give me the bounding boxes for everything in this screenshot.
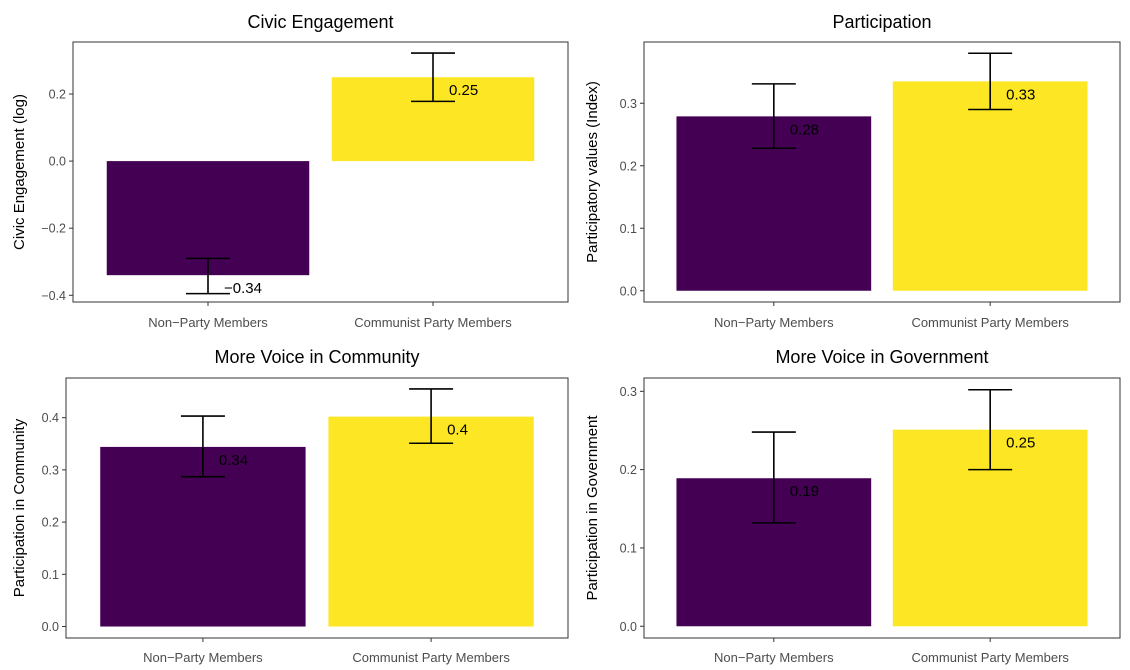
y-tick-label: 0.3 (42, 463, 59, 477)
x-tick-label: Non−Party Members (714, 315, 834, 330)
y-tick-label: −0.4 (41, 289, 66, 303)
bar-communist-party (892, 81, 1088, 291)
x-tick-label: Communist Party Members (352, 650, 510, 665)
panel-border (643, 41, 1121, 303)
chart-title: More Voice in Government (775, 347, 988, 367)
data-label: 0.33 (1006, 86, 1035, 103)
y-axis-label: Participation in Government (584, 415, 601, 601)
panel-border (643, 377, 1121, 639)
y-tick-label: 0.0 (42, 620, 59, 634)
y-tick-label: 0.0 (620, 620, 637, 634)
data-label: 0.34 (219, 452, 248, 469)
y-tick-label: 0.3 (620, 385, 637, 399)
y-axis-label: Participation in Community (11, 418, 28, 597)
y-tick-label: 0.1 (620, 541, 637, 555)
x-tick-label: Communist Party Members (911, 650, 1069, 665)
x-tick-label: Non−Party Members (143, 650, 263, 665)
x-tick-label: Communist Party Members (354, 315, 512, 330)
y-axis-label: Civic Engagement (log) (11, 94, 28, 250)
data-label: 0.4 (447, 422, 468, 439)
chart-title: Civic Engagement (247, 12, 393, 32)
y-tick-label: 0.3 (620, 97, 637, 111)
chart-title: More Voice in Community (214, 347, 419, 367)
y-tick-label: 0.2 (620, 463, 637, 477)
y-tick-label: 0.2 (620, 159, 637, 173)
y-tick-label: 0.4 (42, 411, 59, 425)
chart-title: Participation (832, 12, 931, 32)
x-tick-label: Communist Party Members (911, 315, 1069, 330)
y-tick-label: 0.0 (620, 284, 637, 298)
bar-communist-party (328, 416, 534, 627)
data-label: 0.28 (790, 121, 819, 138)
bar-non-party (106, 161, 310, 276)
y-tick-label: −0.2 (41, 222, 66, 236)
y-axis-label: Participatory values (Index) (584, 81, 601, 263)
y-tick-label: 0.0 (49, 155, 66, 169)
data-label: 0.19 (790, 483, 819, 500)
y-tick-label: 0.2 (42, 516, 59, 530)
panel-border (65, 377, 569, 639)
y-tick-label: 0.1 (42, 568, 59, 582)
panel-border (72, 41, 569, 303)
y-tick-label: 0.2 (49, 88, 66, 102)
x-tick-label: Non−Party Members (148, 315, 268, 330)
data-label: 0.25 (1006, 435, 1035, 452)
x-tick-label: Non−Party Members (714, 650, 834, 665)
data-label: 0.25 (449, 82, 478, 99)
data-label: −0.34 (224, 280, 262, 297)
y-tick-label: 0.1 (620, 222, 637, 236)
